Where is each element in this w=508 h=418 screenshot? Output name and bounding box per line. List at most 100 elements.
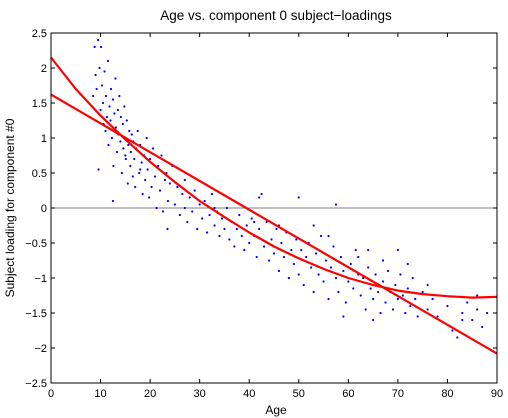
x-tick-label: 60: [342, 388, 354, 400]
scatter-point: [260, 192, 263, 196]
x-tick-label: 70: [392, 388, 404, 400]
scatter-point: [411, 276, 414, 280]
scatter-point: [109, 119, 112, 122]
scatter-point: [245, 224, 248, 227]
scatter-point: [317, 273, 320, 276]
scatter-point: [342, 315, 345, 318]
scatter-point: [275, 227, 278, 231]
scatter-point: [223, 227, 226, 231]
scatter-point: [183, 178, 186, 182]
scatter-point: [329, 266, 333, 269]
scatter-point: [267, 259, 271, 262]
scatter-point: [206, 231, 209, 234]
scatter-point: [103, 70, 106, 73]
scatter-point: [322, 280, 325, 283]
scatter-point: [151, 147, 155, 150]
scatter-point: [181, 192, 184, 196]
scatter-point: [282, 255, 286, 259]
scatter-point: [107, 143, 110, 147]
scatter-point: [116, 108, 119, 112]
scatter-point: [347, 280, 350, 283]
scatter-point: [213, 206, 216, 210]
scatter-point: [414, 297, 417, 301]
scatter-point: [134, 185, 137, 189]
scatter-point: [193, 189, 196, 192]
scatter-point: [297, 273, 300, 276]
scatter-point: [124, 157, 127, 161]
y-tick-label: −2.5: [25, 378, 47, 390]
scatter-point: [166, 227, 169, 231]
scatter-point: [176, 185, 179, 189]
scatter-point: [381, 280, 385, 283]
scatter-point: [233, 245, 236, 248]
scatter-point: [287, 276, 290, 280]
scatter-point: [324, 259, 328, 262]
scatter-point: [168, 182, 172, 185]
scatter-point: [198, 203, 201, 206]
scatter-point: [208, 213, 211, 217]
chart-title: Age vs. component 0 subject−loadings: [160, 8, 392, 23]
x-tick-label: 20: [144, 388, 156, 400]
scatter-point: [369, 287, 372, 290]
scatter-point: [262, 245, 266, 248]
scatter-point: [110, 136, 114, 140]
scatter-point: [118, 94, 121, 98]
linear-fit-line: [50, 93, 498, 355]
scatter-point: [406, 287, 409, 290]
scatter-point: [312, 290, 315, 294]
scatter-point: [416, 315, 419, 318]
scatter-point: [136, 129, 139, 133]
scatter-point: [384, 301, 387, 304]
scatter-point: [401, 294, 404, 297]
scatter-point: [466, 301, 469, 304]
scatter-point: [431, 297, 434, 301]
scatter-point: [123, 105, 126, 108]
scatter-point: [461, 318, 464, 322]
scatter-point: [258, 227, 261, 231]
scatter-point: [111, 199, 115, 203]
scatter-point: [166, 199, 170, 203]
scatter-point: [126, 182, 129, 185]
x-tick-label: 50: [293, 388, 305, 400]
scatter-point: [332, 245, 335, 248]
scatter-point: [228, 238, 231, 241]
scatter-point: [327, 234, 330, 238]
scatter-point: [334, 203, 338, 206]
scatter-point: [235, 227, 238, 231]
scatter-point: [145, 136, 148, 140]
scatter-point: [225, 206, 229, 210]
x-tick-label: 80: [441, 388, 453, 400]
scatter-point: [476, 294, 479, 297]
scatter-point: [139, 168, 142, 171]
scatter-point: [258, 196, 261, 199]
scatter-point: [277, 269, 281, 273]
scatter-point: [379, 311, 382, 315]
plot-area: 0 10 20 30 40 50 60 70 80 90 −2.5 −2 −1.5 −1 −0.5 0 0.5 1…: [25, 28, 503, 400]
scatter-point: [146, 168, 149, 171]
scatter-point: [250, 217, 253, 220]
scatter-point: [461, 311, 464, 315]
scatter-point: [173, 203, 176, 206]
scatter-point: [280, 241, 283, 245]
scatter-point: [372, 297, 375, 301]
scatter-point: [113, 112, 116, 115]
scatter-point: [130, 133, 133, 136]
scatter-point: [148, 196, 151, 199]
scatter-point: [357, 255, 360, 259]
scatter-point: [302, 283, 305, 287]
scatter-point: [404, 311, 407, 315]
scatter-point: [352, 287, 355, 290]
scatter-point: [485, 311, 489, 315]
scatter-point: [386, 269, 390, 273]
scatter-point: [144, 178, 147, 182]
y-tick-label: −2: [34, 343, 47, 355]
scatter-point: [98, 66, 101, 70]
scatter-point: [105, 115, 109, 119]
y-tick-label: 2.5: [32, 28, 47, 40]
x-tick-label: 30: [194, 388, 206, 400]
scatter-point: [297, 196, 300, 199]
y-tick-label: −1: [34, 273, 47, 285]
scatter-point: [203, 199, 206, 203]
scatter-point: [300, 248, 303, 252]
